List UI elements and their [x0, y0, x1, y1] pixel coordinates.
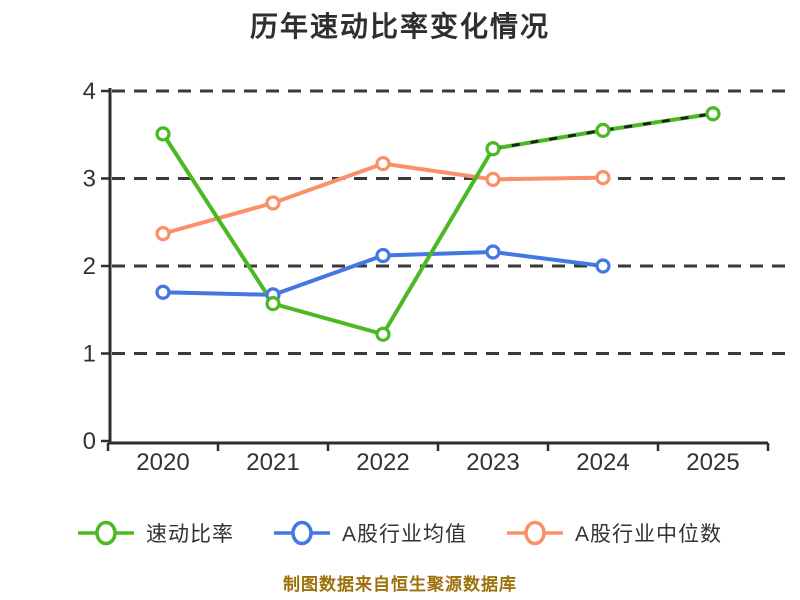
data-point-marker [595, 122, 611, 138]
data-point-marker [485, 244, 501, 260]
y-tick-label-0: 0 [83, 428, 96, 455]
x-tick-label-2020: 2020 [136, 449, 189, 476]
data-point-marker [485, 171, 501, 187]
chart-title: 历年速动比率变化情况 [249, 11, 550, 42]
legend-label-industry-mean: A股行业均值 [341, 523, 467, 546]
data-point-marker [705, 106, 721, 122]
legend-item-industry-mean: A股行业均值 [273, 518, 467, 548]
legend-label-industry-median: A股行业中位数 [575, 523, 723, 546]
line-chart-plot-area: 0 1 2 3 4 2020 2021 2022 2023 2024 2025 [83, 78, 786, 476]
x-tick-label-2025: 2025 [686, 449, 739, 476]
data-point-marker [265, 296, 281, 312]
industry-median-legend-marker-icon [507, 520, 563, 546]
x-tick-label-2022: 2022 [356, 449, 409, 476]
data-point-marker [375, 326, 391, 342]
data-point-marker [485, 141, 501, 157]
data-point-marker [595, 170, 611, 186]
data-point-marker [155, 126, 171, 142]
x-tick-label-2024: 2024 [576, 449, 629, 476]
chart-legend: 速动比率 A股行业均值 A股行业中位数 [0, 518, 800, 548]
legend-item-industry-median: A股行业中位数 [507, 518, 722, 548]
data-point-marker [265, 195, 281, 211]
data-point-marker [375, 156, 391, 172]
legend-item-quick-ratio: 速动比率 [77, 518, 234, 548]
y-tick-label-3: 3 [83, 166, 96, 193]
data-point-marker [595, 258, 611, 274]
legend-label-quick-ratio: 速动比率 [145, 523, 234, 546]
data-source-note: 制图数据来自恒生聚源数据库 [283, 575, 517, 594]
x-tick-label-2021: 2021 [246, 449, 299, 476]
series-line-2 [161, 161, 605, 236]
y-tick-label-1: 1 [83, 341, 96, 368]
quick-ratio-legend-marker-icon [77, 520, 134, 546]
y-tick-label-4: 4 [83, 78, 96, 105]
series-line-0 [161, 111, 715, 337]
industry-mean-legend-marker-icon [273, 520, 330, 546]
data-point-marker [155, 226, 171, 242]
x-tick-label-2023: 2023 [466, 449, 519, 476]
data-point-marker [375, 247, 391, 264]
data-point-marker [155, 284, 171, 300]
y-tick-label-2: 2 [83, 253, 96, 280]
